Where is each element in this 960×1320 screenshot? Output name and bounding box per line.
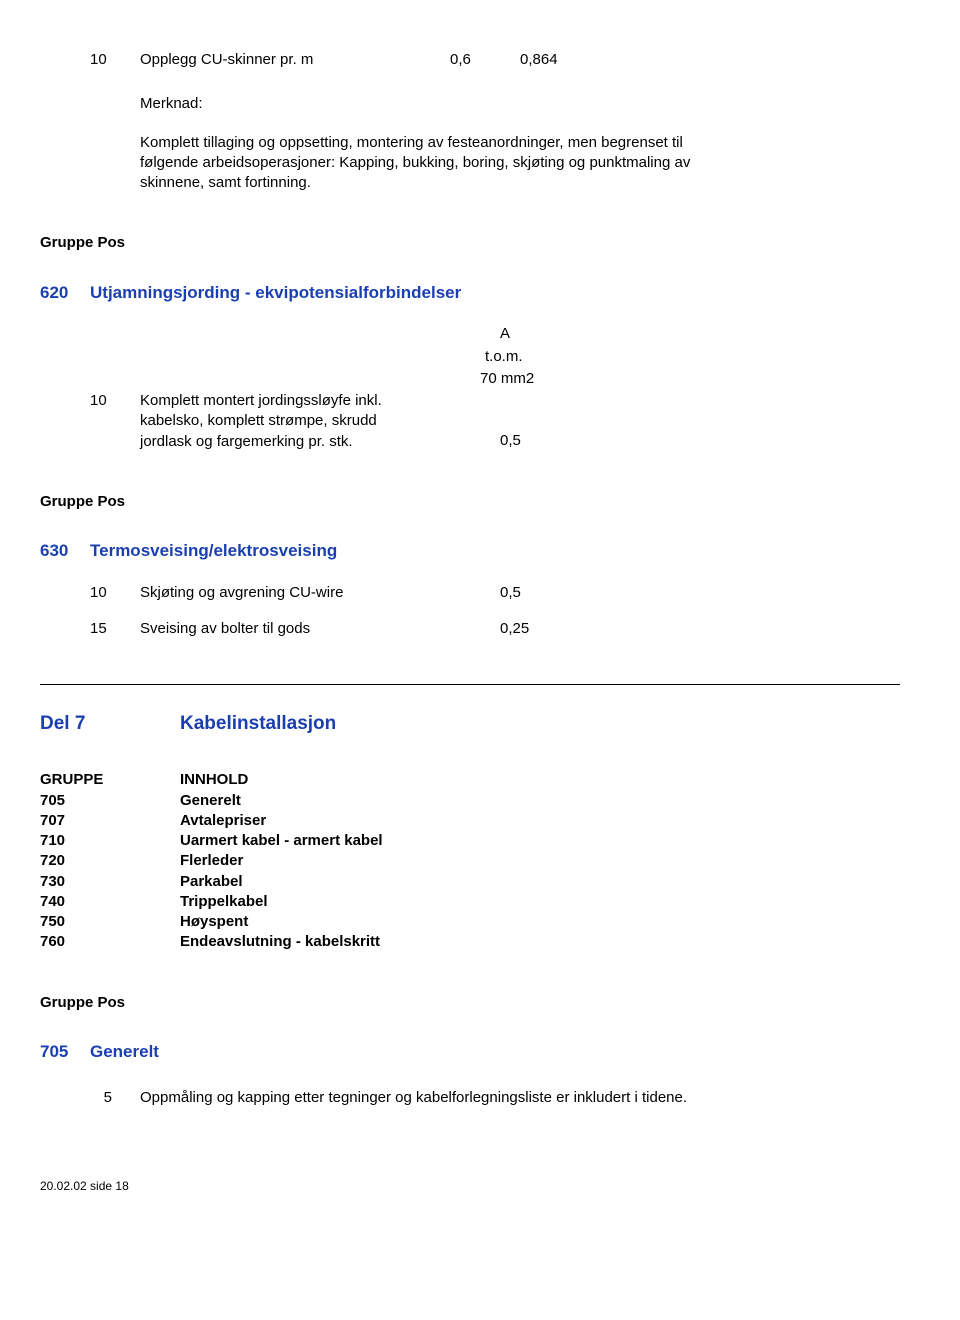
merknad-label: Merknad: — [140, 94, 700, 114]
gruppe-code: 750 — [40, 912, 180, 932]
column-header-tom: t.o.m. — [485, 347, 900, 367]
line-item: 10 Opplegg CU-skinner pr. m 0,6 0,864 — [90, 50, 900, 70]
item-pos: 10 — [90, 391, 140, 452]
merknad-block: Merknad: Komplett tillaging og oppsettin… — [140, 94, 700, 193]
gruppe-code: 740 — [40, 892, 180, 912]
section-num: 630 — [40, 540, 90, 563]
column-header-mm2: 70 mm2 — [480, 369, 900, 389]
section-num: 705 — [40, 1041, 90, 1064]
table-row: 710Uarmert kabel - armert kabel — [40, 831, 900, 851]
item-desc: Sveising av bolter til gods — [140, 619, 500, 639]
item-value: 0,5 — [500, 391, 600, 452]
gruppe-innhold-table: GRUPPE INNHOLD 705Generelt 707Avtalepris… — [40, 770, 900, 952]
gruppe-code: 720 — [40, 851, 180, 871]
line-item-620: 10 Komplett montert jordingssløyfe inkl.… — [90, 391, 900, 452]
gruppe-pos-label: Gruppe Pos — [40, 492, 900, 512]
item-pos: 10 — [90, 50, 140, 70]
table-row: 740Trippelkabel — [40, 892, 900, 912]
section-705-head: 705 Generelt — [40, 1041, 900, 1064]
item-value: 0,5 — [500, 583, 521, 603]
del-title: Kabelinstallasjon — [180, 711, 336, 737]
gruppe-text: Trippelkabel — [180, 892, 268, 912]
table-row: 707Avtalepriser — [40, 811, 900, 831]
col-innhold: INNHOLD — [180, 770, 248, 790]
gruppe-pos-label: Gruppe Pos — [40, 993, 900, 1013]
section-630-head: 630 Termosveising/elektrosveising — [40, 540, 900, 563]
item-desc: Opplegg CU-skinner pr. m — [140, 50, 450, 70]
gruppe-text: Endeavslutning - kabelskritt — [180, 932, 380, 952]
table-header-row: GRUPPE INNHOLD — [40, 770, 900, 790]
gruppe-text: Avtalepriser — [180, 811, 266, 831]
section-divider — [40, 684, 900, 685]
section-title: Utjamningsjording - ekvipotensialforbind… — [90, 282, 461, 305]
item-desc: Komplett montert jordingssløyfe inkl. ka… — [140, 391, 500, 452]
table-row: 730Parkabel — [40, 872, 900, 892]
del-label: Del 7 — [40, 711, 180, 737]
item-value-2: 0,864 — [520, 50, 600, 70]
item-value: 0,25 — [500, 619, 529, 639]
gruppe-text: Flerleder — [180, 851, 243, 871]
gruppe-code: 760 — [40, 932, 180, 952]
item-value-1: 0,6 — [450, 50, 520, 70]
section-620-head: 620 Utjamningsjording - ekvipotensialfor… — [40, 282, 900, 305]
item-desc: Skjøting og avgrening CU-wire — [140, 583, 500, 603]
desc-line: Komplett montert jordingssløyfe inkl. — [140, 391, 500, 411]
table-row: 705Generelt — [40, 791, 900, 811]
gruppe-code: 730 — [40, 872, 180, 892]
table-row: 760Endeavslutning - kabelskritt — [40, 932, 900, 952]
gruppe-code: 705 — [40, 791, 180, 811]
gruppe-code: 710 — [40, 831, 180, 851]
gruppe-code: 707 — [40, 811, 180, 831]
del-7-head: Del 7 Kabelinstallasjon — [40, 711, 900, 737]
item-pos: 5 — [90, 1088, 140, 1108]
item-desc: Oppmåling og kapping etter tegninger og … — [140, 1088, 687, 1108]
section-title: Generelt — [90, 1041, 159, 1064]
gruppe-text: Parkabel — [180, 872, 243, 892]
col-gruppe: GRUPPE — [40, 770, 180, 790]
line-item: 15 Sveising av bolter til gods 0,25 — [90, 619, 900, 639]
gruppe-pos-label: Gruppe Pos — [40, 233, 900, 253]
page-footer: 20.02.02 side 18 — [40, 1178, 900, 1194]
table-row: 750Høyspent — [40, 912, 900, 932]
gruppe-text: Uarmert kabel - armert kabel — [180, 831, 383, 851]
column-header-a: A — [500, 324, 900, 344]
item-pos: 15 — [90, 619, 140, 639]
item-pos: 10 — [90, 583, 140, 603]
section-num: 620 — [40, 282, 90, 305]
line-item: 10 Skjøting og avgrening CU-wire 0,5 — [90, 583, 900, 603]
gruppe-text: Generelt — [180, 791, 241, 811]
merknad-text: Komplett tillaging og oppsetting, monter… — [140, 133, 700, 194]
table-row: 720Flerleder — [40, 851, 900, 871]
line-item-705: 5 Oppmåling og kapping etter tegninger o… — [90, 1088, 900, 1108]
desc-line: jordlask og fargemerking pr. stk. — [140, 432, 500, 452]
desc-line: kabelsko, komplett strømpe, skrudd — [140, 411, 500, 431]
section-title: Termosveising/elektrosveising — [90, 540, 337, 563]
gruppe-text: Høyspent — [180, 912, 248, 932]
